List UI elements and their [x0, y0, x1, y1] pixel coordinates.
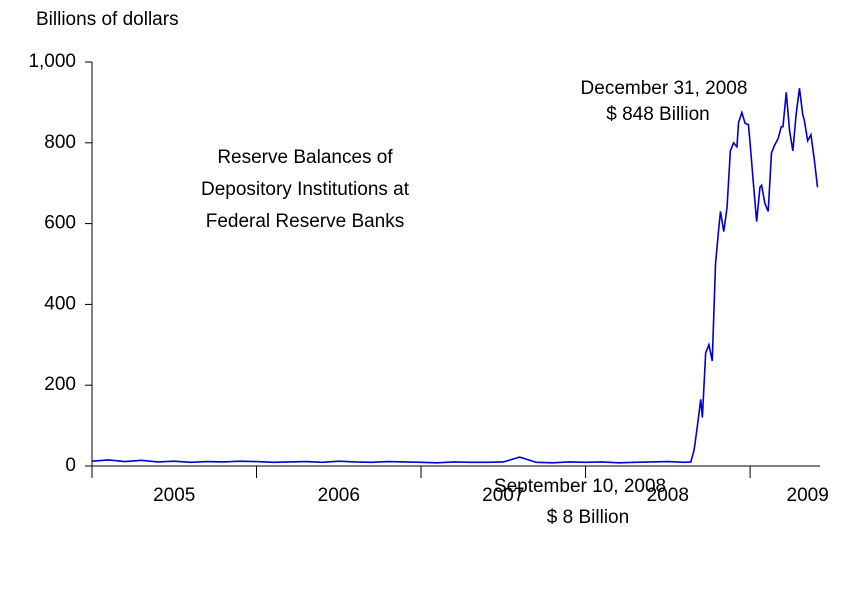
y-tick-label: 400: [44, 293, 76, 314]
annotation: $ 8 Billion: [547, 507, 629, 528]
annotation: September 10, 2008: [494, 476, 666, 497]
chart-title: Federal Reserve Banks: [206, 211, 405, 232]
annotation: $ 848 Billion: [606, 104, 710, 125]
x-tick-label: 2006: [318, 485, 360, 506]
annotation: December 31, 2008: [581, 78, 748, 99]
y-tick-label: 0: [65, 455, 76, 476]
x-tick-label: 2005: [153, 485, 195, 506]
y-tick-label: 800: [44, 132, 76, 153]
chart-title: Reserve Balances of: [217, 147, 393, 168]
y-tick-label: 600: [44, 213, 76, 234]
x-tick-label: 2009: [787, 485, 829, 506]
chart-title: Depository Institutions at: [201, 179, 410, 200]
data-line: [91, 88, 819, 464]
x-tick-label: 2008: [647, 485, 689, 506]
y-axis-label: Billions of dollars: [36, 9, 179, 30]
y-tick-label: 200: [44, 374, 76, 395]
y-tick-label: 1,000: [28, 51, 76, 72]
x-tick-label: 2007: [482, 485, 524, 506]
